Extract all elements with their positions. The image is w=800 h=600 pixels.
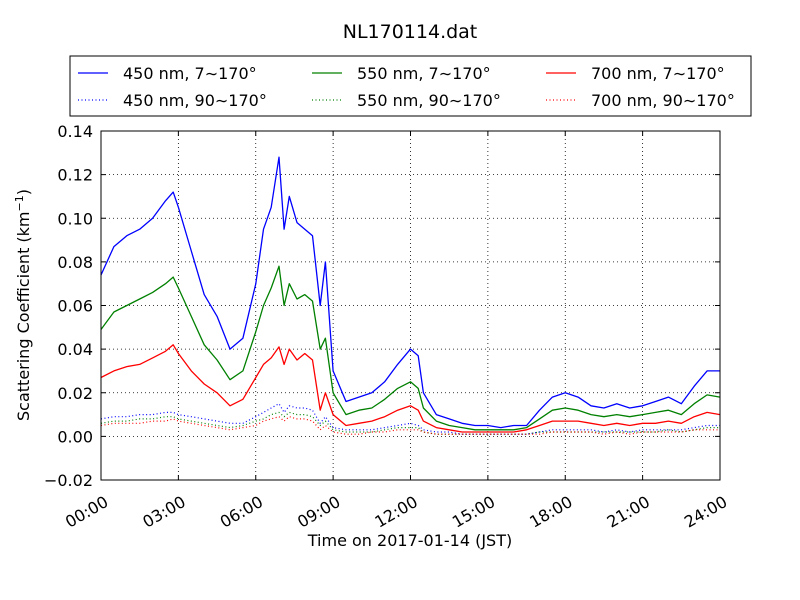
- series-line-3: [100, 403, 720, 435]
- legend-label-5: 700 nm, 90∼170°: [591, 91, 735, 110]
- y-tick-labels: −0.02 0.00 0.02 0.04 0.06 0.08 0.10 0.12 0.14: [44, 122, 93, 490]
- y-axis-label-close: ): [14, 189, 33, 195]
- y-axis-label-exponent: −1: [13, 195, 26, 211]
- y-tick-label: 0.14: [57, 122, 93, 141]
- axis-ticks: [100, 130, 721, 481]
- legend-label-1: 550 nm, 7∼170°: [357, 64, 491, 83]
- legend-label-4: 550 nm, 90∼170°: [357, 91, 501, 110]
- y-tick-label: 0.06: [57, 297, 93, 316]
- legend-frame: [69, 55, 752, 117]
- y-tick-label: 0.12: [57, 166, 93, 185]
- y-axis-label: Scattering Coefficient (km−1): [13, 189, 33, 421]
- legend-label-2: 700 nm, 7∼170°: [591, 64, 725, 83]
- legend-label-3: 450 nm, 90∼170°: [123, 91, 267, 110]
- series-line-1: [100, 265, 721, 431]
- series-line-2: [100, 344, 721, 433]
- series-layer: [100, 156, 721, 435]
- legend-label-0: 450 nm, 7∼170°: [123, 64, 257, 83]
- y-tick-label: 0.10: [57, 209, 93, 228]
- y-tick-label: 0.08: [57, 253, 93, 272]
- series-line-0: [100, 156, 720, 429]
- y-axis-label-main: Scattering Coefficient (km: [14, 211, 33, 421]
- y-tick-label: 0.00: [57, 427, 93, 446]
- y-tick-label: 0.04: [57, 340, 93, 359]
- chart-legend: 450 nm, 7∼170° 550 nm, 7∼170° 700 nm, 7∼17…: [69, 55, 752, 117]
- x-axis-label: Time on 2017-01-14 (JST): [307, 531, 512, 550]
- y-tick-label: 0.02: [57, 384, 93, 403]
- y-tick-label: −0.02: [44, 471, 93, 490]
- chart-title: NL170114.dat: [343, 21, 478, 43]
